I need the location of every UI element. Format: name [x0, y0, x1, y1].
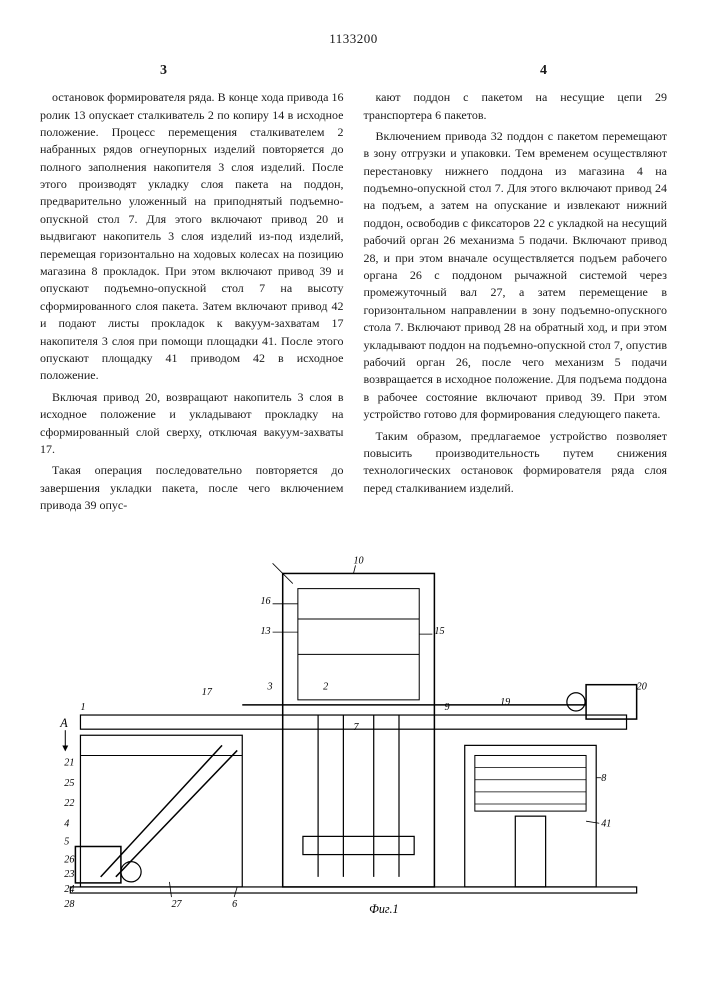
- text-columns: остановок формирователя ряда. В конце хо…: [40, 89, 667, 518]
- svg-text:16: 16: [260, 595, 270, 606]
- svg-text:22: 22: [64, 798, 74, 809]
- figure-1: A 10 13 15 16 17 2 3 7 9 19 20 8: [40, 533, 667, 923]
- svg-text:25: 25: [64, 777, 74, 788]
- svg-text:10: 10: [353, 555, 363, 566]
- page-left: 3: [160, 61, 167, 81]
- svg-text:1: 1: [80, 701, 85, 712]
- left-para-1: остановок формирователя ряда. В конце хо…: [40, 89, 344, 385]
- svg-text:41: 41: [601, 818, 611, 829]
- right-para-1: кают поддон с пакетом на несущие цепи 29…: [364, 89, 668, 124]
- left-column: остановок формирователя ряда. В конце хо…: [40, 89, 344, 518]
- svg-text:5: 5: [64, 836, 69, 847]
- figure-svg: A 10 13 15 16 17 2 3 7 9 19 20 8: [40, 533, 667, 917]
- svg-text:27: 27: [171, 899, 182, 910]
- left-para-2: Включая привод 20, возвращают накопитель…: [40, 389, 344, 459]
- svg-text:28: 28: [64, 899, 74, 910]
- svg-text:20: 20: [637, 681, 647, 692]
- svg-text:26: 26: [64, 854, 74, 865]
- svg-text:21: 21: [64, 757, 74, 768]
- svg-text:4: 4: [64, 818, 69, 829]
- svg-text:6: 6: [232, 899, 237, 910]
- figure-label: Фиг.1: [369, 902, 398, 916]
- svg-text:8: 8: [601, 772, 606, 783]
- right-para-2: Включением привода 32 поддон с пакетом п…: [364, 128, 668, 424]
- svg-text:7: 7: [353, 722, 359, 733]
- right-column: кают поддон с пакетом на несущие цепи 29…: [364, 89, 668, 518]
- svg-text:19: 19: [500, 696, 510, 707]
- svg-text:3: 3: [267, 681, 273, 692]
- svg-text:2: 2: [323, 681, 328, 692]
- right-para-3: Таким образом, предлагаемое устройство п…: [364, 428, 668, 498]
- svg-text:17: 17: [202, 686, 213, 697]
- document-number: 1133200: [40, 30, 667, 49]
- svg-text:15: 15: [434, 626, 444, 637]
- svg-text:A: A: [59, 716, 68, 730]
- page-numbers: 3 4: [40, 61, 667, 81]
- svg-text:24: 24: [64, 884, 74, 895]
- svg-text:13: 13: [260, 626, 270, 637]
- svg-text:23: 23: [64, 868, 74, 879]
- callout-group: 10 13 15 16 17 2 3 7 9 19 20 8 41 1 21 2…: [64, 555, 646, 910]
- left-para-3: Такая операция последовательно повторяет…: [40, 462, 344, 514]
- page-right: 4: [540, 61, 547, 81]
- svg-text:9: 9: [445, 701, 450, 712]
